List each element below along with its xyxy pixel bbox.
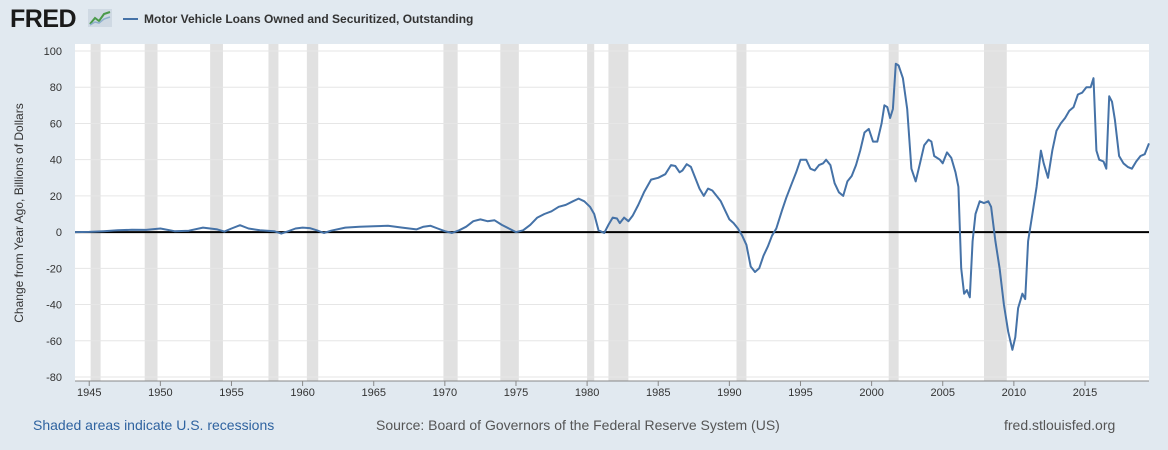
axes: -80 -60 -40 -20 0 20 40 60 80 100 1945 1950 1955 1960…: [44, 46, 1149, 399]
legend-series-label: Motor Vehicle Loans Owned and Securitize…: [144, 12, 474, 26]
recession-band: [210, 44, 223, 381]
gridlines: [75, 50, 1149, 378]
y-axis-label: Change from Year Ago, Billions of Dollar…: [12, 103, 26, 322]
y-tick-label: 100: [44, 46, 62, 58]
x-tick-label: 2010: [1002, 387, 1026, 399]
x-tick-label: 1950: [148, 387, 172, 399]
x-tick-label: 1945: [77, 387, 101, 399]
x-tick-label: 2015: [1073, 387, 1097, 399]
x-tick-label: 1995: [788, 387, 812, 399]
source-note: Source: Board of Governors of the Federa…: [376, 417, 780, 433]
recession-band: [608, 44, 629, 381]
x-tick-label: 1960: [290, 387, 314, 399]
recession-band: [268, 44, 279, 381]
series-lines: [74, 62, 1150, 351]
recession-bands: [90, 44, 1007, 381]
chart-legend[interactable]: Motor Vehicle Loans Owned and Securitize…: [123, 12, 473, 26]
recession-band: [443, 44, 458, 381]
y-tick-label: 20: [50, 191, 62, 203]
y-tick-label: 80: [50, 82, 62, 94]
x-tick-label: 1965: [361, 387, 385, 399]
x-tick-label: 1975: [504, 387, 528, 399]
y-tick-label: 60: [50, 118, 62, 130]
fred-logo[interactable]: FRED: [10, 5, 77, 33]
y-tick-label: 40: [50, 155, 62, 167]
chart-header: FRED Motor Vehicle Loans Owned and Secur…: [0, 0, 1168, 42]
y-tick-label: -40: [46, 300, 62, 312]
recession-band: [736, 44, 747, 381]
recession-band: [587, 44, 595, 381]
y-tick-label: -60: [46, 336, 62, 348]
recession-band: [90, 44, 101, 381]
x-tick-label: 1955: [219, 387, 243, 399]
x-tick-label: 2005: [930, 387, 954, 399]
legend-swatch: [123, 18, 138, 20]
y-tick-label: 0: [56, 227, 62, 239]
x-tick-label: 1985: [646, 387, 670, 399]
recession-band: [144, 44, 158, 381]
recession-note: Shaded areas indicate U.S. recessions: [33, 417, 275, 433]
series-line: [74, 62, 1150, 351]
y-tick-label: -20: [46, 263, 62, 275]
x-tick-label: 1980: [575, 387, 599, 399]
x-tick-label: 1970: [433, 387, 457, 399]
x-tick-label: 1990: [717, 387, 741, 399]
recession-band: [983, 44, 1007, 381]
y-tick-label: -80: [46, 372, 62, 384]
recession-band: [500, 44, 519, 381]
x-tick-label: 2000: [859, 387, 883, 399]
sparkline-chart-icon: [88, 9, 112, 27]
recession-band: [888, 44, 899, 381]
recession-band: [306, 44, 319, 381]
site-link[interactable]: fred.stlouisfed.org: [1004, 417, 1116, 433]
